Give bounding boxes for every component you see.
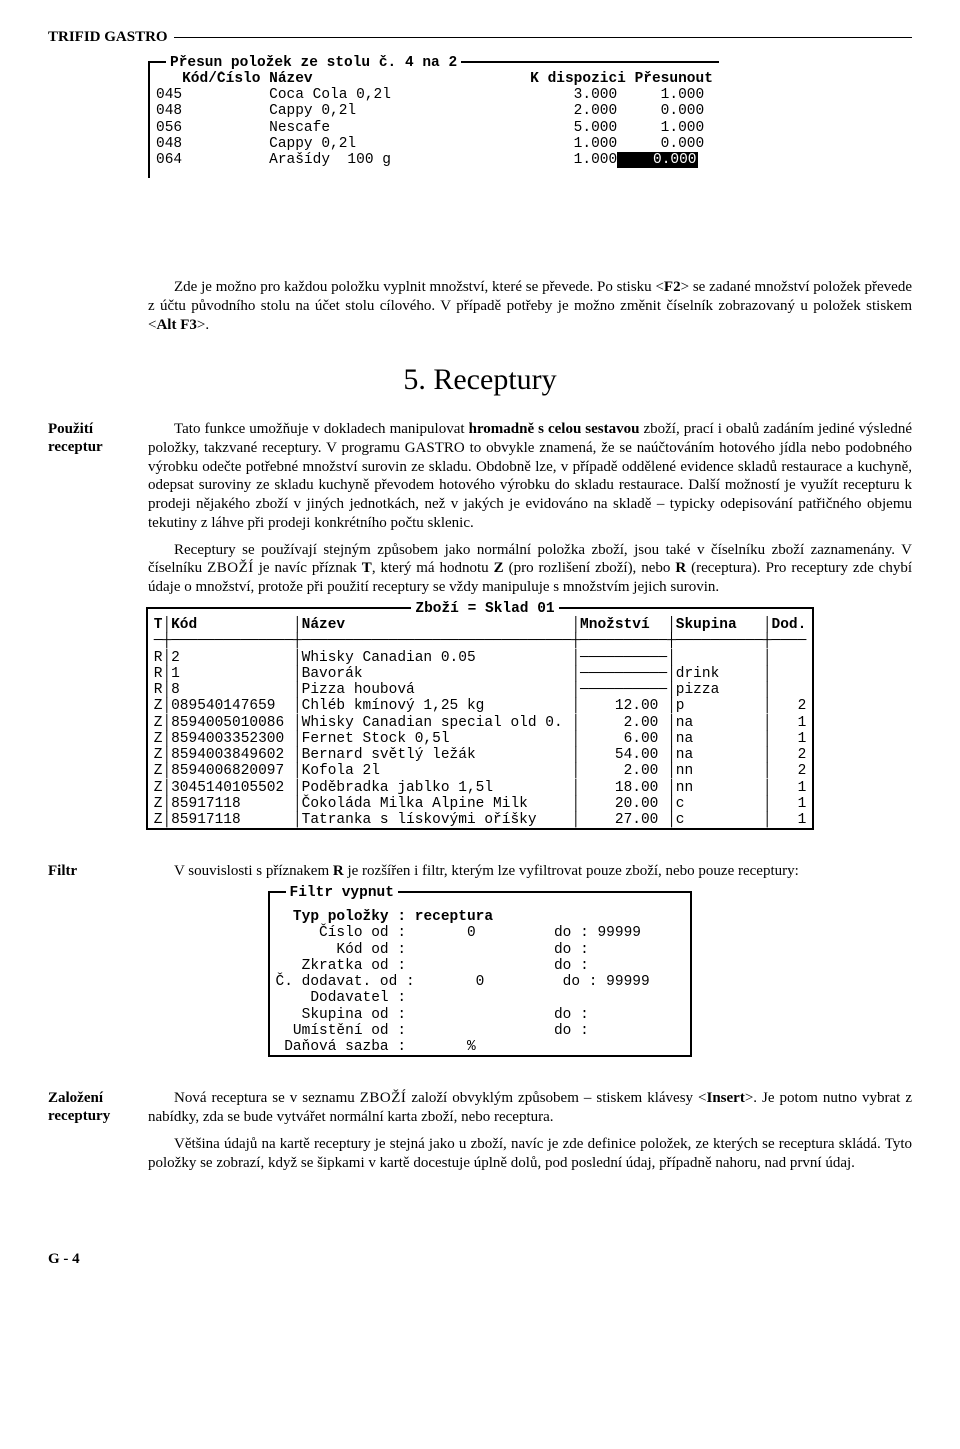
p: zboží, prací i obalů zadáním jediné výsl… — [148, 421, 912, 531]
smallcaps-zbozi: ZBOŽÍ — [207, 560, 254, 576]
p: Většina údajů na kartě receptury je stej… — [148, 1135, 912, 1173]
bold-phrase: hromadně s celou sestavou — [469, 421, 640, 437]
p: je rozšířen i filtr, kterým lze vyfiltro… — [344, 863, 799, 879]
page-header: TRIFID GASTRO — [48, 28, 912, 47]
terminal-table-transfer: Přesun položek ze stolu č. 4 na 2 Kód/Čí… — [148, 61, 719, 179]
side-text-new: Nová receptura se v seznamu ZBOŽÍ založí… — [148, 1089, 912, 1180]
side-label-filter: Filtr — [48, 862, 148, 880]
flag-R: R — [333, 863, 344, 879]
flag-Z: Z — [494, 560, 504, 576]
intro-text: Zde je možno pro každou položku vyplnit … — [174, 279, 664, 295]
terminal-filter-box: Filtr vypnut Typ položky : receptura Čís… — [268, 891, 693, 1057]
doc-title: TRIFID GASTRO — [48, 28, 168, 47]
smallcaps-zbozi: ZBOŽÍ — [360, 1090, 407, 1106]
flag-T: T — [362, 560, 372, 576]
flag-R: R — [675, 560, 686, 576]
p: (pro rozlišení zboží), nebo — [504, 560, 676, 576]
side-text-filter: V souvislosti s příznakem R je rozšířen … — [148, 862, 912, 889]
p: Nová receptura se v seznamu — [174, 1090, 360, 1106]
p: je navíc příznak — [254, 560, 362, 576]
p: V souvislosti s příznakem — [174, 863, 333, 879]
key-f2: F2 — [664, 279, 681, 295]
intro-paragraph-block: Zde je možno pro každou položku vyplnit … — [48, 278, 912, 334]
p: Tato funkce umožňuje v dokladech manipul… — [174, 421, 469, 437]
key-altf3: Alt F3 — [156, 317, 196, 333]
intro-text: >. — [197, 317, 209, 333]
p: , který má hodnotu — [372, 560, 494, 576]
header-rule — [174, 37, 912, 38]
side-text-use: Tato funkce umožňuje v dokladech manipul… — [148, 420, 912, 605]
key-insert: Insert — [707, 1090, 745, 1106]
p: založí obvyklým způsobem – stiskem kláve… — [406, 1090, 706, 1106]
side-label-use: Použitíreceptur — [48, 420, 148, 456]
side-label-new: Založeníreceptury — [48, 1089, 148, 1125]
section-5-heading: 5. Receptury — [48, 361, 912, 399]
page-number: G - 4 — [48, 1250, 912, 1269]
terminal-table-zbozi: Zboží = Sklad 01 T│Kód │Název │Množství … — [146, 607, 815, 830]
